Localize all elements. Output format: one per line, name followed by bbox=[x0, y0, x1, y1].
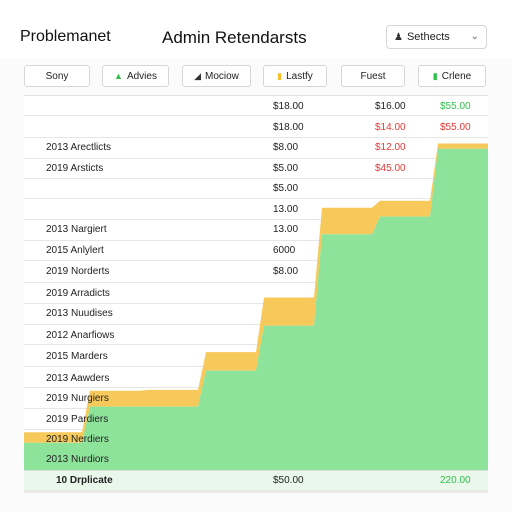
tab-5[interactable]: Fuest bbox=[341, 65, 405, 87]
header: Problemanet Admin Retendarsts ♟ Sethects… bbox=[0, 0, 512, 58]
row-divider bbox=[24, 115, 488, 116]
row-divider bbox=[24, 303, 488, 304]
user-icon: ♟ bbox=[394, 31, 403, 43]
table-footer: 10 Drplicate $50.00 220.00 bbox=[24, 470, 488, 490]
table-cell-col-c: $12.00 bbox=[375, 142, 406, 153]
tab-3-icon: ◢ bbox=[194, 70, 201, 81]
row-divider bbox=[24, 429, 488, 430]
chevron-down-icon: ⌄ bbox=[470, 31, 479, 42]
table-cell-col-b: $18.00 bbox=[273, 122, 304, 133]
tab-6-icon: ▮ bbox=[432, 70, 438, 81]
row-divider bbox=[24, 198, 488, 199]
tab-label: Fuest bbox=[360, 70, 386, 82]
table-cell-name: 2019 Norderts bbox=[46, 266, 110, 277]
table-cell-name: 2013 Nuudises bbox=[46, 308, 113, 319]
table-cell-col-c: $14.00 bbox=[375, 122, 406, 133]
select-dropdown[interactable]: ♟ Sethects ⌄ bbox=[386, 25, 487, 49]
table-cell-name: 2013 Nurdiors bbox=[46, 454, 109, 465]
table-cell-name: 2019 Nurgiers bbox=[46, 393, 109, 404]
footer-total-b: $50.00 bbox=[273, 475, 304, 486]
row-divider bbox=[24, 178, 488, 179]
row-divider bbox=[24, 282, 488, 283]
page-title: Admin Retendarsts bbox=[162, 28, 307, 47]
table-cell-name: 2015 Marders bbox=[46, 351, 108, 362]
row-divider bbox=[24, 449, 488, 450]
table-cell-name: 2019 Arsticts bbox=[46, 163, 104, 174]
row-divider bbox=[24, 366, 488, 367]
tab-2[interactable]: ▲ Advies bbox=[102, 65, 169, 87]
row-divider bbox=[24, 137, 488, 138]
row-divider bbox=[24, 387, 488, 388]
footer-label: 10 Drplicate bbox=[56, 475, 113, 486]
footer-divider bbox=[24, 490, 488, 493]
table-cell-col-c: $16.00 bbox=[375, 101, 406, 112]
table-cell-name: 2013 Nargiert bbox=[46, 224, 107, 235]
row-divider bbox=[24, 219, 488, 220]
table-cell-name: 2019 Pardiers bbox=[46, 414, 109, 425]
table-cell-name: 2013 Arectlicts bbox=[46, 142, 112, 153]
table-cell-col-b: 6000 bbox=[273, 245, 296, 256]
table-cell-col-d: $55.00 bbox=[440, 122, 471, 133]
table-cell-col-b: 13.00 bbox=[273, 224, 299, 235]
table-cell-col-b: $18.00 bbox=[273, 101, 304, 112]
table-cell-col-b: $5.00 bbox=[273, 183, 299, 194]
tab-3[interactable]: ◢ Mociow bbox=[182, 65, 251, 87]
table-cell-name: 2013 Aawders bbox=[46, 373, 110, 384]
tab-2-icon: ▲ bbox=[114, 70, 123, 81]
row-divider bbox=[24, 260, 488, 261]
app-name: Problemanet bbox=[20, 28, 111, 45]
table-cell-col-b: $5.00 bbox=[273, 163, 299, 174]
table-cell-col-b: $8.00 bbox=[273, 266, 299, 277]
select-label: Sethects bbox=[406, 31, 450, 43]
tab-label: Lastfy bbox=[286, 70, 313, 82]
table-cell-name: 2015 Anlylert bbox=[46, 245, 104, 256]
table-cell-name: 2019 Nerdiers bbox=[46, 434, 109, 445]
tab-label: Sony bbox=[45, 70, 69, 82]
table-cell-name: 2019 Arradicts bbox=[46, 288, 110, 299]
tab-6[interactable]: ▮ Crlene bbox=[418, 65, 486, 87]
tab-1[interactable]: Sony bbox=[24, 65, 90, 87]
table-cell-col-b: 13.00 bbox=[273, 204, 299, 215]
tab-4[interactable]: ▮ Lastfy bbox=[263, 65, 327, 87]
table-cell-col-b: $8.00 bbox=[273, 142, 299, 153]
footer-total-d: 220.00 bbox=[440, 475, 471, 486]
tab-4-icon: ▮ bbox=[277, 70, 283, 81]
row-divider bbox=[24, 408, 488, 409]
table-cell-name: 2012 Anarfiows bbox=[46, 330, 115, 341]
row-divider bbox=[24, 344, 488, 345]
row-divider bbox=[24, 240, 488, 241]
table-cell-col-c: $45.00 bbox=[375, 163, 406, 174]
row-divider bbox=[24, 158, 488, 159]
tab-label: Advies bbox=[126, 70, 157, 82]
tab-label: Crlene bbox=[441, 70, 472, 82]
tab-label: Mociow bbox=[205, 70, 239, 82]
table-cell-col-d: $55.00 bbox=[440, 101, 471, 112]
row-divider bbox=[24, 324, 488, 325]
